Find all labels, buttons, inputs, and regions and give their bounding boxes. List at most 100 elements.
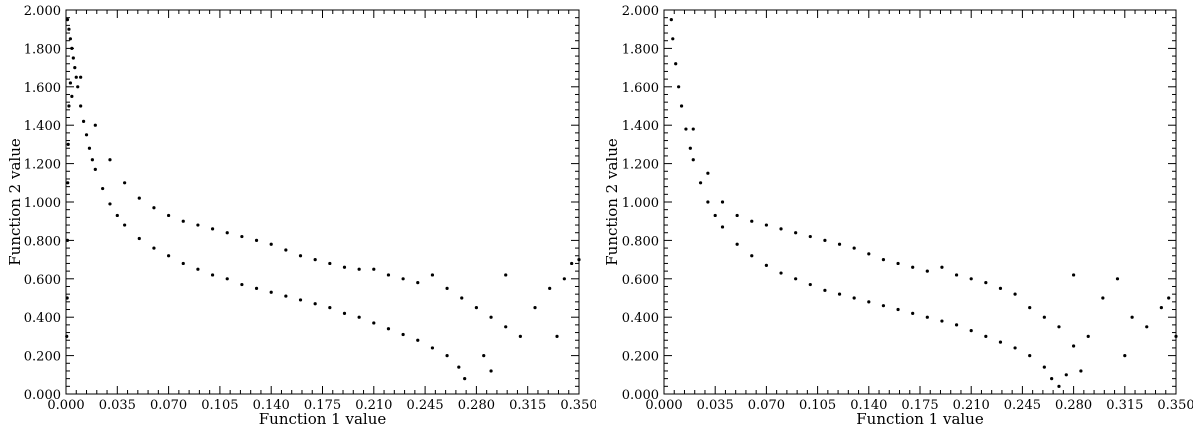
scatter-point — [284, 294, 288, 298]
scatter-point — [93, 167, 97, 171]
scatter-point — [677, 85, 681, 89]
scatter-point — [984, 281, 988, 285]
y-axis-title: Function 2 value — [6, 138, 24, 266]
x-tick-label: 0.035 — [697, 398, 734, 413]
scatter-point — [823, 238, 827, 242]
scatter-point — [1028, 354, 1032, 358]
x-tick-label: 0.210 — [953, 398, 990, 413]
scatter-point — [1159, 306, 1163, 310]
scatter-point — [93, 123, 97, 127]
scatter-point — [669, 18, 673, 22]
scatter-point — [1057, 325, 1061, 329]
scatter-point — [706, 200, 710, 204]
scatter-point — [65, 238, 70, 242]
scatter-point — [837, 292, 842, 296]
scatter-point — [1064, 373, 1068, 377]
scatter-point — [254, 286, 259, 290]
scatter-point — [1072, 273, 1076, 277]
scatter-point — [1057, 384, 1061, 388]
scatter-point — [867, 300, 871, 304]
y-axis-title: Function 2 value — [603, 138, 621, 266]
scatter-point — [548, 286, 552, 290]
scatter-point — [750, 219, 754, 223]
scatter-chart-right: 0.000 0.035 0.070 0.105 0.140 0.175 0.210 0.245… — [603, 4, 1193, 428]
scatter-point — [357, 267, 361, 271]
y-tick-label: 1.400 — [24, 119, 61, 134]
scatter-point — [1123, 354, 1127, 358]
scatter-point — [196, 223, 200, 227]
scatter-point — [74, 75, 78, 79]
y-tick-label: 0.600 — [24, 273, 61, 288]
scatter-point — [940, 265, 944, 269]
scatter-point — [489, 369, 493, 373]
scatter-point — [706, 171, 710, 175]
scatter-point — [401, 277, 405, 281]
scatter-point — [65, 334, 69, 338]
x-tick-label: 0.350 — [1157, 398, 1193, 413]
scatter-point — [482, 354, 486, 358]
scatter-point — [445, 354, 449, 358]
scatter-point — [562, 277, 566, 281]
scatter-point — [430, 346, 435, 350]
scatter-point — [735, 242, 739, 246]
scatter-point — [123, 181, 127, 185]
y-tick-label: 0.000 — [24, 388, 61, 403]
y-tick-label: 1.600 — [24, 81, 61, 96]
y-tick-label: 1.200 — [622, 158, 659, 173]
scatter-point — [84, 133, 89, 137]
scatter-point — [474, 306, 478, 310]
scatter-point — [969, 329, 973, 333]
scatter-point — [386, 327, 391, 331]
y-tick-label: 1.200 — [24, 158, 61, 173]
scatter-point — [735, 213, 739, 218]
scatter-point — [1013, 292, 1017, 296]
scatter-point — [181, 261, 185, 266]
scatter-point — [81, 119, 86, 123]
scatter-point — [1101, 296, 1105, 300]
y-tick-label: 0.600 — [622, 273, 659, 288]
scatter-point — [137, 236, 141, 241]
scatter-point — [691, 127, 695, 131]
scatter-point — [570, 261, 574, 266]
scatter-point — [713, 213, 717, 218]
scatter-point — [416, 338, 420, 342]
scatter-point — [87, 146, 92, 150]
scatter-point — [73, 66, 77, 70]
scatter-point — [342, 311, 347, 315]
scatter-point — [196, 267, 200, 271]
scatter-point — [674, 62, 678, 66]
scatter-point — [954, 323, 959, 327]
scatter-point — [68, 37, 72, 41]
scatter-point — [1050, 377, 1054, 381]
scatter-point — [372, 267, 376, 271]
scatter-point — [794, 231, 798, 235]
plot-frame — [663, 9, 1177, 395]
scatter-point — [837, 242, 842, 246]
scatter-point — [357, 315, 361, 319]
scatter-point — [372, 321, 376, 325]
scatter-point — [65, 296, 69, 300]
scatter-point — [688, 146, 692, 150]
scatter-point — [679, 104, 684, 108]
scatter-point — [115, 213, 119, 218]
scatter-point — [284, 248, 288, 252]
scatter-point — [108, 158, 112, 162]
scatter-point — [76, 85, 80, 89]
scatter-point — [210, 227, 215, 231]
scatter-point — [342, 265, 347, 269]
scatter-point — [386, 273, 391, 277]
scatter-point — [779, 227, 783, 231]
y-tick-label: 1.000 — [24, 196, 61, 211]
scatter-chart-left: 0.000 0.035 0.070 0.105 0.140 0.175 0.210 0.245… — [6, 4, 598, 428]
scatter-point — [684, 127, 688, 131]
y-tick-label: 1.600 — [622, 81, 659, 96]
scatter-point — [1130, 315, 1134, 319]
scatter-point — [430, 273, 435, 277]
scatter-point — [852, 246, 856, 250]
scatter-point — [66, 142, 70, 146]
y-tick-label: 2.000 — [24, 4, 61, 19]
scatter-point — [555, 334, 559, 338]
scatter-point — [210, 273, 215, 277]
y-tick-label: 1.800 — [622, 42, 659, 57]
scatter-point — [67, 104, 71, 108]
